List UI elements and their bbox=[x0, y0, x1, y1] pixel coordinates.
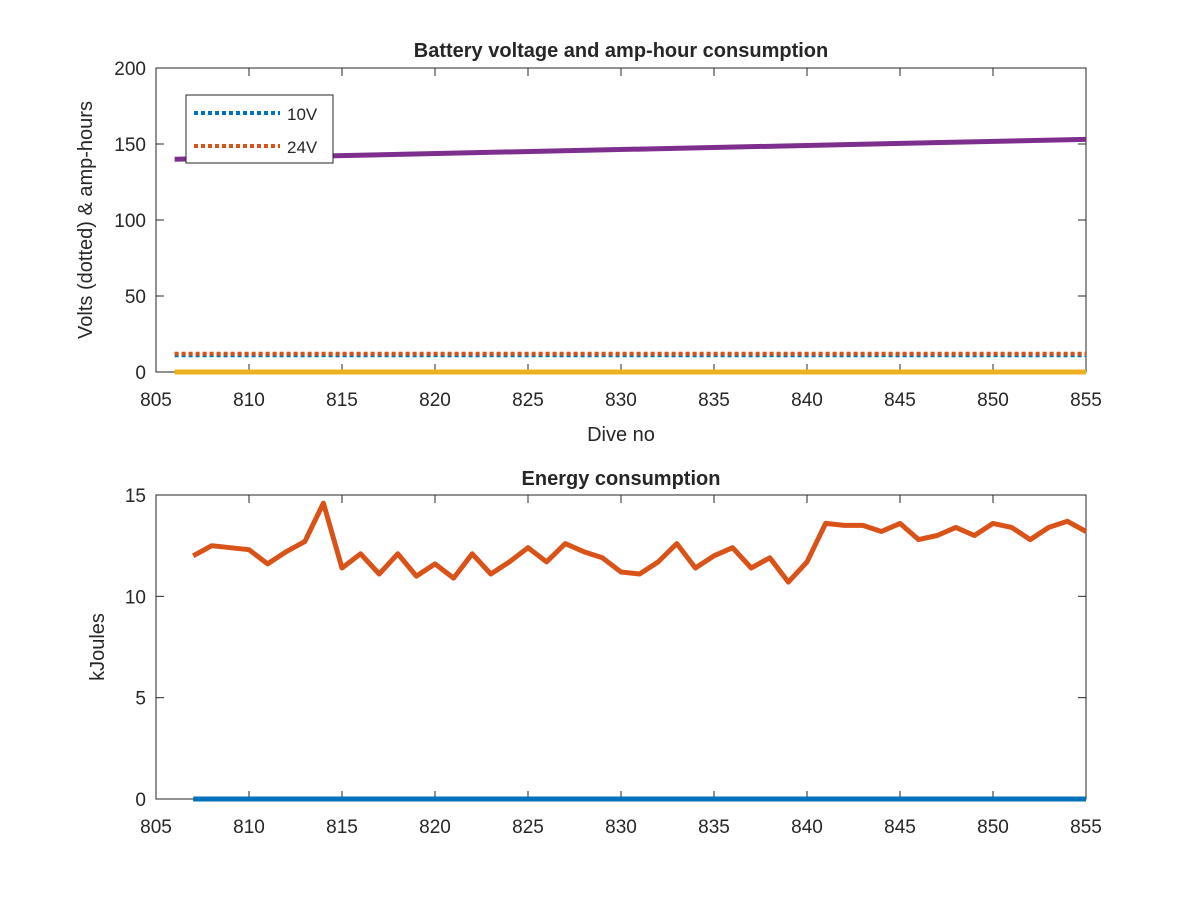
bottom-x-tick-label: 855 bbox=[1070, 817, 1102, 838]
bottom-y-tick-label: 5 bbox=[135, 689, 146, 710]
bottom-x-tick-label: 850 bbox=[977, 817, 1009, 838]
top-y-axis-label: Volts (dotted) & amp-hours bbox=[75, 101, 97, 339]
bottom-x-tick-label: 805 bbox=[140, 817, 172, 838]
top-x-tick-label: 855 bbox=[1070, 390, 1102, 411]
top-x-tick-label: 820 bbox=[419, 390, 451, 411]
bottom-y-tick-label: 15 bbox=[125, 486, 146, 507]
top-x-tick-label: 845 bbox=[884, 390, 916, 411]
legend-box bbox=[185, 94, 334, 164]
top-y-tick-label: 200 bbox=[114, 59, 146, 80]
bottom-x-tick-label: 830 bbox=[605, 817, 637, 838]
bottom-x-tick-label: 810 bbox=[233, 817, 265, 838]
top-x-tick-label: 825 bbox=[512, 390, 544, 411]
top-x-tick-label: 835 bbox=[698, 390, 730, 411]
bottom-axes-series bbox=[192, 500, 1088, 802]
top-x-tick-label: 810 bbox=[233, 390, 265, 411]
top-x-tick-label: 815 bbox=[326, 390, 358, 411]
bottom-x-tick-label: 820 bbox=[419, 817, 451, 838]
top-y-tick-label: 100 bbox=[114, 211, 146, 232]
bottom-axes-box bbox=[155, 494, 1087, 800]
top-y-tick-label: 150 bbox=[114, 135, 146, 156]
top-x-tick-label: 805 bbox=[140, 390, 172, 411]
legend: 10V 24V bbox=[185, 94, 334, 164]
top-y-tick-label: 50 bbox=[125, 287, 146, 308]
top-y-tick-label: 0 bbox=[135, 363, 146, 384]
bottom-chart-title: Energy consumption bbox=[522, 468, 721, 490]
bottom-x-tick-label: 815 bbox=[326, 817, 358, 838]
legend-label-24v: 24V bbox=[287, 138, 318, 157]
top-x-axis-label: Dive no bbox=[587, 424, 655, 446]
bottom-axes-ticks: 805 810 815 820 825 830 835 840 845 850 855 0 5 10 15 bbox=[125, 486, 1102, 838]
top-axes: 805 810 815 820 825 830 835 840 845 850 855 0 50 100 1… bbox=[75, 40, 1102, 446]
bottom-x-tick-label: 825 bbox=[512, 817, 544, 838]
bottom-y-axis-label: kJoules bbox=[87, 613, 109, 681]
bottom-y-tick-label: 10 bbox=[125, 587, 146, 608]
top-x-tick-label: 840 bbox=[791, 390, 823, 411]
bottom-x-tick-label: 840 bbox=[791, 817, 823, 838]
bottom-axes: 805 810 815 820 825 830 835 840 845 850 855051015 … bbox=[87, 468, 1102, 838]
bottom-y-tick-label: 0 bbox=[135, 790, 146, 811]
bottom-x-tick-label: 835 bbox=[698, 817, 730, 838]
top-chart-title: Battery voltage and amp-hour consumption bbox=[414, 40, 828, 62]
top-axes-ticks: 805 810 815 820 825 830 835 840 845 850 855 0 50 100 1… bbox=[114, 59, 1102, 411]
top-x-tick-label: 850 bbox=[977, 390, 1009, 411]
legend-label-10v: 10V bbox=[287, 105, 318, 124]
top-x-tick-label: 830 bbox=[605, 390, 637, 411]
bottom-series-line-1 bbox=[192, 500, 1088, 585]
bottom-x-tick-label: 845 bbox=[884, 817, 916, 838]
